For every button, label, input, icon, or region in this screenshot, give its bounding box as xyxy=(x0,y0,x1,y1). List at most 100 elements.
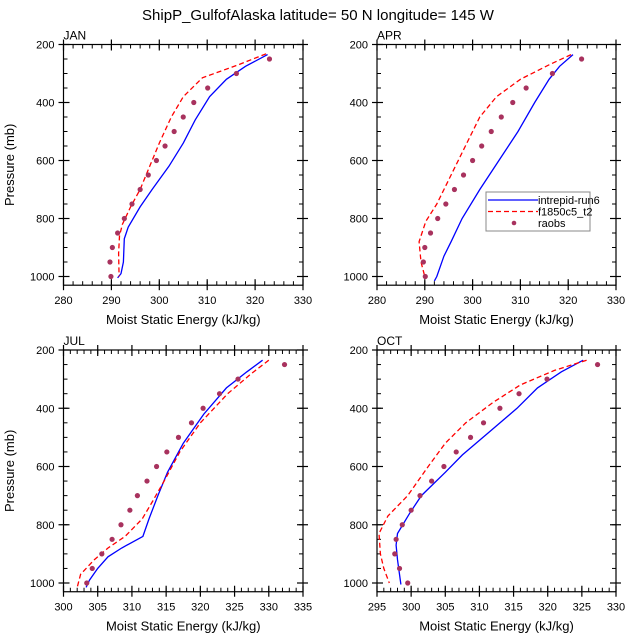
y-tick-label: 1000 xyxy=(30,272,54,284)
chart-title: ShipP_GulfofAlaska latitude= 50 N longit… xyxy=(142,7,495,24)
raobs-point xyxy=(200,405,206,411)
series-line-intrepid-run6 xyxy=(433,54,574,282)
y-tick-label: 200 xyxy=(350,40,368,52)
y-tick-label: 400 xyxy=(350,98,368,110)
raobs-point xyxy=(578,56,585,62)
raobs-point xyxy=(422,244,428,251)
x-tick-label: 330 xyxy=(260,602,278,614)
y-tick-label: 800 xyxy=(350,520,368,532)
y-tick-label: 200 xyxy=(36,345,54,357)
x-tick-label: 315 xyxy=(157,602,175,614)
raobs-point xyxy=(441,463,447,470)
x-tick-label: 300 xyxy=(150,295,168,307)
legend-label: intrepid-run6 xyxy=(538,195,600,207)
raobs-point xyxy=(89,565,95,572)
y-tick-label: 1000 xyxy=(30,578,54,590)
x-tick-label: 290 xyxy=(102,295,120,307)
plot-frame xyxy=(376,349,617,593)
x-tick-label: 300 xyxy=(402,602,420,614)
panel-label: JUL xyxy=(64,334,86,348)
y-tick-label: 1000 xyxy=(344,272,368,284)
y-tick-label: 200 xyxy=(36,40,54,52)
raobs-point xyxy=(121,215,127,222)
raobs-point xyxy=(188,420,195,426)
raobs-point xyxy=(144,478,150,484)
plot-frame xyxy=(376,43,617,286)
x-tick-label: 335 xyxy=(294,602,312,614)
raobs-point xyxy=(408,507,414,513)
x-tick-label: 310 xyxy=(470,602,488,614)
x-tick-label: 320 xyxy=(246,295,264,307)
x-tick-label: 300 xyxy=(54,602,72,614)
raobs-point xyxy=(216,391,223,397)
raobs-point xyxy=(429,478,435,484)
raobs-point xyxy=(544,376,550,382)
raobs-point xyxy=(235,376,241,382)
panel-label: APR xyxy=(377,29,402,43)
series-raobs xyxy=(107,56,273,280)
y-tick-label: 800 xyxy=(36,214,54,226)
y-axis-label: Pressure (mb) xyxy=(2,124,17,206)
x-tick-label: 295 xyxy=(368,602,386,614)
x-tick-label: 305 xyxy=(436,602,454,614)
raobs-point xyxy=(510,99,516,106)
x-tick-label: 290 xyxy=(416,295,434,307)
x-tick-label: 315 xyxy=(504,602,522,614)
series-line-intrepid-run6 xyxy=(85,359,263,588)
x-tick-label: 310 xyxy=(123,602,141,614)
raobs-point xyxy=(129,201,135,207)
y-tick-label: 200 xyxy=(350,345,368,357)
x-tick-label: 305 xyxy=(89,602,107,614)
panel-apr: APR 280 290 300 310 320 330 200 400 600 800 1000 Moi… xyxy=(344,29,626,328)
raobs-point xyxy=(108,273,114,280)
x-axis-label: Moist Static Energy (kJ/kg) xyxy=(419,619,574,634)
raobs-point xyxy=(453,449,459,455)
raobs-point xyxy=(479,143,485,149)
x-tick-label: 330 xyxy=(607,295,625,307)
x-tick-label: 320 xyxy=(191,602,209,614)
series-line-f1850c5_t2 xyxy=(76,359,270,588)
raobs-point xyxy=(180,114,186,120)
series-line-f1850c5_t2 xyxy=(418,54,572,277)
raobs-point xyxy=(84,580,90,586)
raobs-point xyxy=(137,186,143,193)
raobs-point xyxy=(109,536,115,542)
raobs-point xyxy=(109,244,115,251)
plot-area xyxy=(378,359,601,586)
raobs-point xyxy=(417,493,423,499)
x-axis-label: Moist Static Energy (kJ/kg) xyxy=(106,619,261,634)
x-tick-label: 310 xyxy=(511,295,529,307)
raobs-point xyxy=(145,172,151,178)
raobs-point xyxy=(451,186,458,193)
y-tick-label: 600 xyxy=(36,156,54,168)
x-tick-label: 310 xyxy=(198,295,216,307)
raobs-point xyxy=(516,391,522,397)
x-tick-label: 330 xyxy=(294,295,312,307)
x-tick-label: 325 xyxy=(225,602,243,614)
plot-area xyxy=(418,54,585,282)
x-tick-label: 325 xyxy=(573,602,591,614)
plot-frame xyxy=(62,349,304,593)
series-line-f1850c5_t2 xyxy=(378,359,587,584)
raobs-point xyxy=(435,215,441,222)
raobs-point xyxy=(399,522,405,528)
raobs-point xyxy=(127,507,133,513)
raobs-point xyxy=(162,143,168,149)
raobs-point xyxy=(420,259,426,265)
panel-jul: JUL 300 305 310 315 320 325 330 335 200 400 600 800 1… xyxy=(2,334,312,634)
series-line-intrepid-run6 xyxy=(395,359,584,585)
raobs-point xyxy=(164,449,170,455)
raobs-point xyxy=(392,551,398,557)
x-tick-label: 300 xyxy=(463,295,481,307)
plot-frame xyxy=(62,43,304,286)
raobs-point xyxy=(134,493,141,499)
series-line-intrepid-run6 xyxy=(117,54,268,279)
x-tick-label: 330 xyxy=(607,602,625,614)
raobs-point xyxy=(427,230,434,236)
raobs-point xyxy=(233,70,240,77)
x-tick-label: 280 xyxy=(368,295,386,307)
raobs-point xyxy=(107,259,113,265)
panel-label: OCT xyxy=(377,334,403,348)
